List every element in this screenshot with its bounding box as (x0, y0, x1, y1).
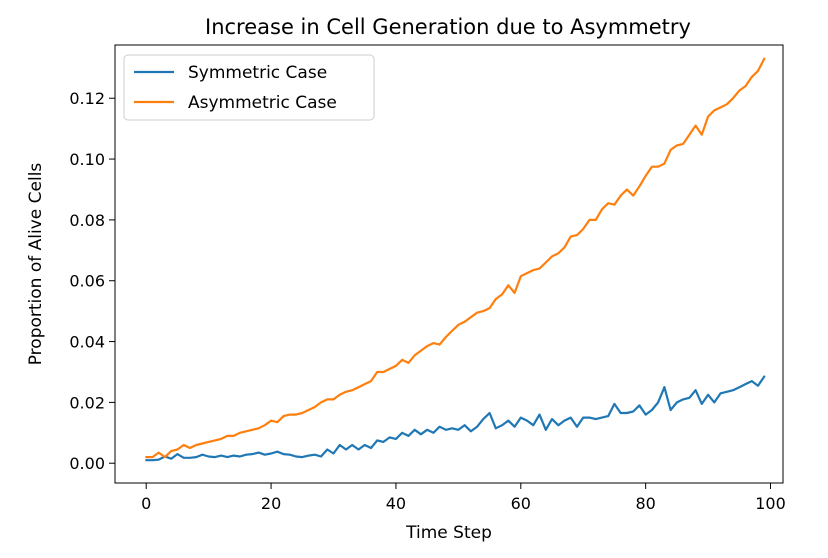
chart-title: Increase in Cell Generation due to Asymm… (205, 15, 691, 39)
x-tick-label: 60 (511, 494, 531, 513)
y-tick-label: 0.00 (69, 454, 105, 473)
x-tick-label: 20 (261, 494, 281, 513)
plot-frame (114, 44, 784, 484)
y-tick-label: 0.02 (69, 393, 105, 412)
y-tick-label: 0.08 (69, 211, 105, 230)
legend-box (123, 54, 375, 121)
legend-label-symmetric: Symmetric Case (188, 63, 327, 83)
x-axis-ticks: 0 20 40 60 80 100 (141, 483, 786, 513)
x-axis-label: Time Step (405, 523, 492, 543)
y-tick-label: 0.12 (69, 89, 105, 108)
x-tick-label: 0 (141, 494, 151, 513)
y-tick-label: 0.06 (69, 272, 105, 291)
x-tick-label: 80 (635, 494, 655, 513)
y-axis-ticks: 0.00 0.02 0.04 0.06 0.08 0.10 0.12 (69, 89, 115, 473)
legend-label-asymmetric: Asymmetric Case (188, 93, 337, 113)
y-axis-label: Proportion of Alive Cells (26, 163, 46, 366)
y-tick-label: 0.10 (69, 150, 105, 169)
x-tick-label: 100 (755, 494, 786, 513)
series-line-asymmetric (145, 57, 766, 459)
y-tick-label: 0.04 (69, 333, 105, 352)
legend: Symmetric Case Asymmetric Case (123, 54, 375, 121)
series-line-symmetric (145, 375, 766, 462)
series-layer (145, 57, 766, 462)
x-tick-label: 40 (386, 494, 406, 513)
